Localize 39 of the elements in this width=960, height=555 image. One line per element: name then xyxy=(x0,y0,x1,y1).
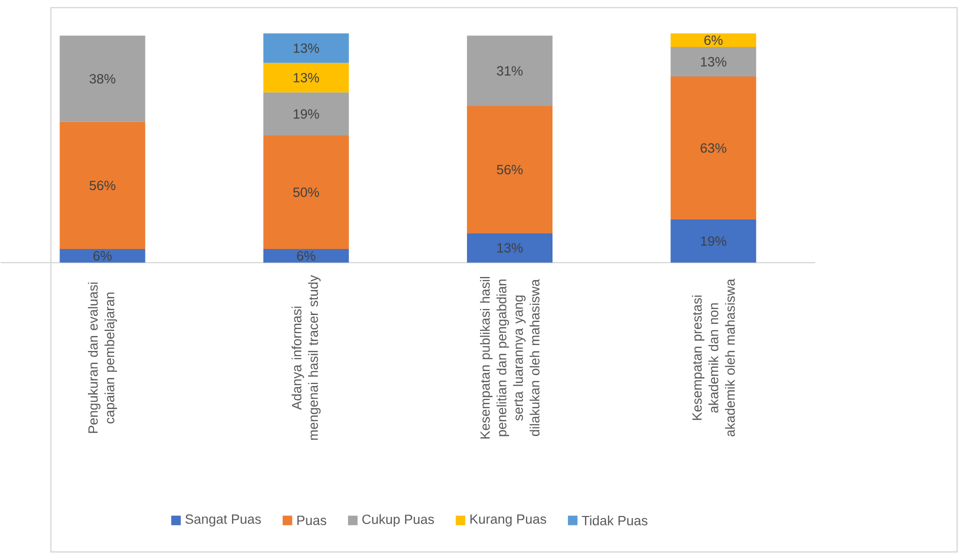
data-label: 6% xyxy=(704,36,723,46)
data-label: 13% xyxy=(294,44,319,53)
bar xyxy=(60,249,146,263)
bar xyxy=(263,136,349,250)
data-label: 19% xyxy=(294,109,319,119)
data-label: 13% xyxy=(294,73,319,82)
bar xyxy=(60,122,146,250)
legend-label: Tidak Puas xyxy=(582,516,648,526)
bar xyxy=(466,233,553,263)
bar xyxy=(263,63,349,93)
legend-label: Cukup Puas xyxy=(362,514,434,527)
data-label: 31% xyxy=(496,66,523,76)
legend-label: Sangat Puas xyxy=(185,514,261,527)
bar xyxy=(60,36,146,122)
data-label: 56% xyxy=(496,164,523,174)
data-label: 50% xyxy=(293,188,319,198)
bar xyxy=(263,92,349,136)
bar xyxy=(670,34,756,48)
x-tick-label: Kesempatan prestasi akademik dan non akademik oleh mahasiswa xyxy=(692,278,735,436)
data-label: 13% xyxy=(701,57,726,67)
data-label: 19% xyxy=(701,236,726,246)
data-label: 38% xyxy=(90,74,116,84)
data-label: 13% xyxy=(497,243,523,253)
data-label: 56% xyxy=(90,180,116,190)
data-label: 6% xyxy=(93,251,112,261)
bar xyxy=(263,249,349,263)
data-label: 63% xyxy=(700,143,726,153)
x-tick-label: Kesempatan publikasi hasil penelitian dan pengabdian serta luarannya yang dilakukan oleh mahasiswa xyxy=(480,277,540,439)
x-tick-label: Pengukuran dan evaluasi capaian pembelajaran xyxy=(88,282,117,433)
data-label: 6% xyxy=(297,251,316,261)
bar xyxy=(670,76,756,220)
legend-label: Kurang Puas xyxy=(470,514,546,527)
bar xyxy=(263,34,349,64)
x-tick-label: Adanya informasi mengenai hasil tracer study xyxy=(292,275,321,440)
legend-label: Puas xyxy=(297,516,326,526)
bar xyxy=(670,47,756,77)
bar xyxy=(670,220,756,263)
bar xyxy=(466,36,553,106)
bar xyxy=(466,106,553,234)
